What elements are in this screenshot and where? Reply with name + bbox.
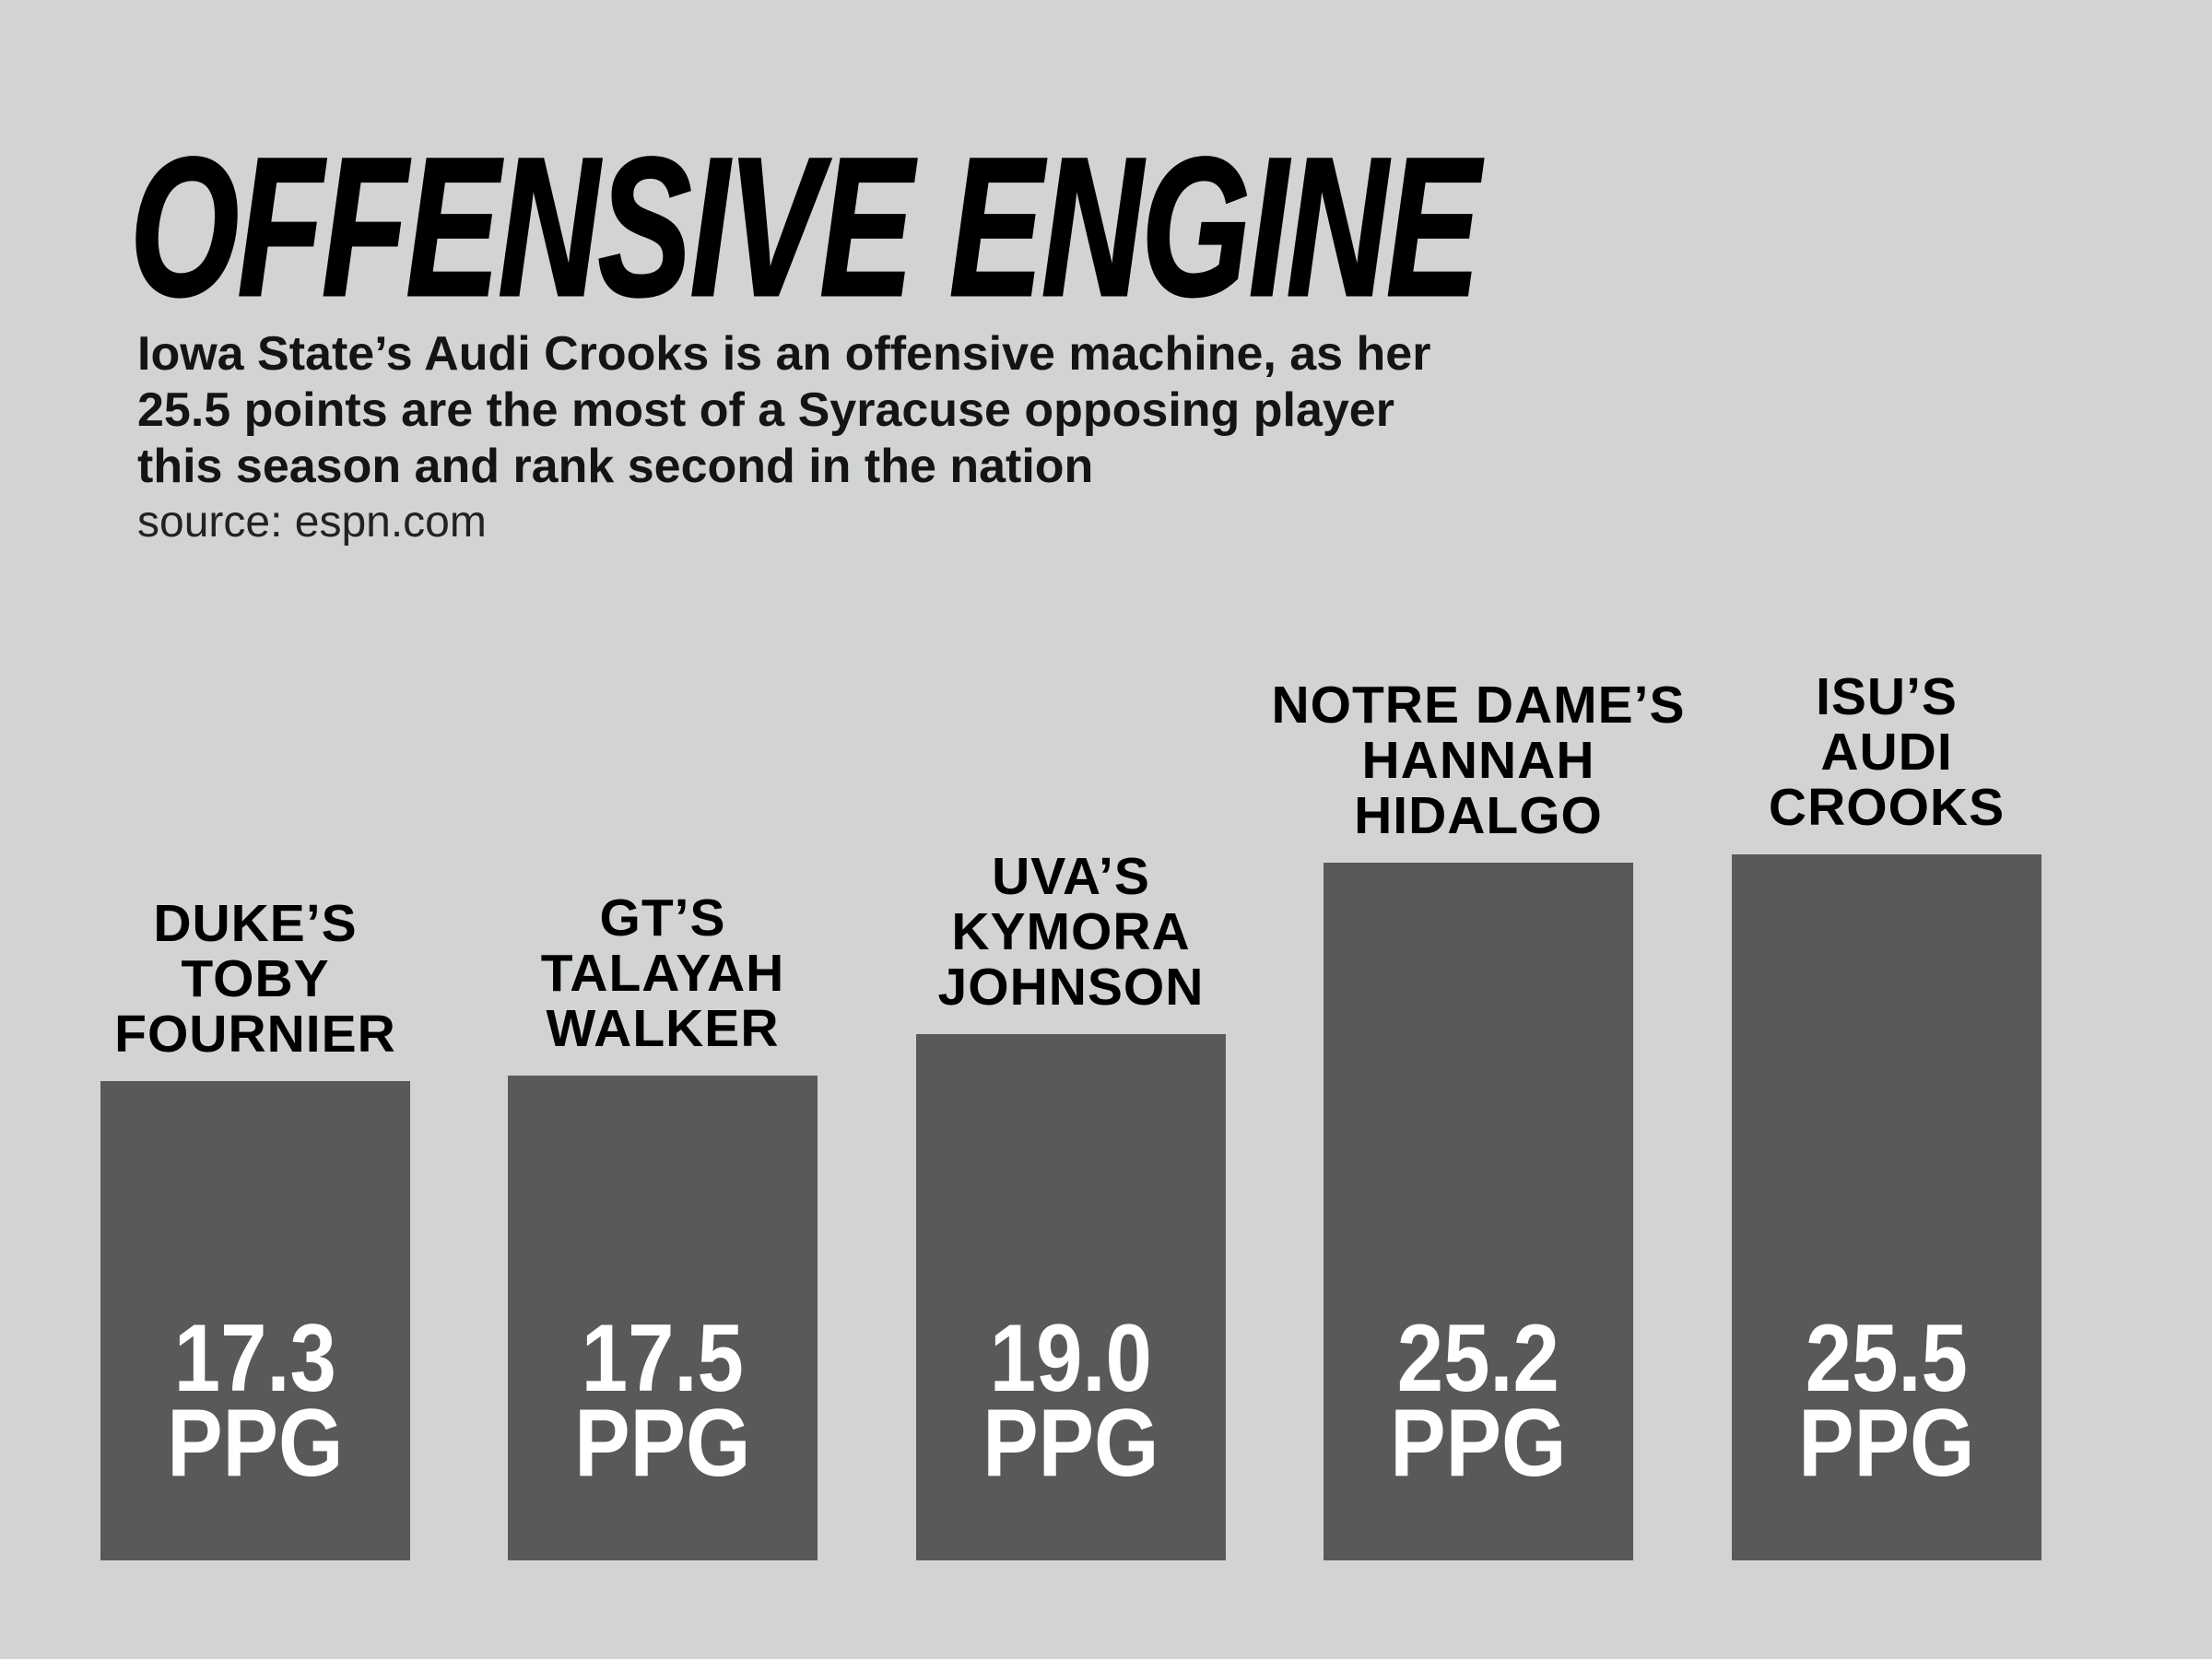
- bar-category-label: DUKE’S TOBY FOURNIER: [114, 894, 396, 1064]
- bar-value-number: 25.2: [1396, 1305, 1560, 1412]
- bar-value-unit: PPG: [1390, 1390, 1567, 1497]
- bar-rect: 19.0 PPG: [916, 1034, 1226, 1560]
- bar-value: 17.5 PPG: [574, 1305, 751, 1560]
- bar-rect: 25.5 PPG: [1732, 854, 2041, 1560]
- source-note: source: espn.com: [137, 498, 487, 547]
- bar-value: 17.3 PPG: [167, 1305, 344, 1560]
- bar-value: 25.5 PPG: [1798, 1305, 1975, 1560]
- bar-category-label: NOTRE DAME’S HANNAH HIDALGO: [1271, 676, 1686, 845]
- bar-value-unit: PPG: [167, 1390, 344, 1497]
- bar-value-number: 25.5: [1805, 1305, 1969, 1412]
- subtitle: Iowa State’s Audi Crooks is an offensive…: [137, 327, 1431, 493]
- page-title: OFFENSIVE ENGINE: [129, 117, 1481, 337]
- bar-value-unit: PPG: [982, 1390, 1159, 1497]
- bar-category-label: ISU’S AUDI CROOKS: [1768, 667, 2006, 837]
- bar-value: 25.2 PPG: [1390, 1305, 1567, 1560]
- bar-value-number: 19.0: [989, 1305, 1153, 1412]
- bar-rect: 17.5 PPG: [508, 1076, 818, 1560]
- bar-value: 19.0 PPG: [982, 1305, 1159, 1560]
- bar-value-unit: PPG: [1798, 1390, 1975, 1497]
- bar-rect: 17.3 PPG: [100, 1081, 410, 1560]
- bar-category-label: UVA’S KYMORA JOHNSON: [937, 847, 1205, 1017]
- bar-category-label: GT’S TALAYAH WALKER: [540, 888, 785, 1058]
- bar-rect: 25.2 PPG: [1324, 863, 1633, 1560]
- bar-value-unit: PPG: [574, 1390, 751, 1497]
- bar-value-number: 17.3: [173, 1305, 337, 1412]
- bar-value-number: 17.5: [581, 1305, 745, 1412]
